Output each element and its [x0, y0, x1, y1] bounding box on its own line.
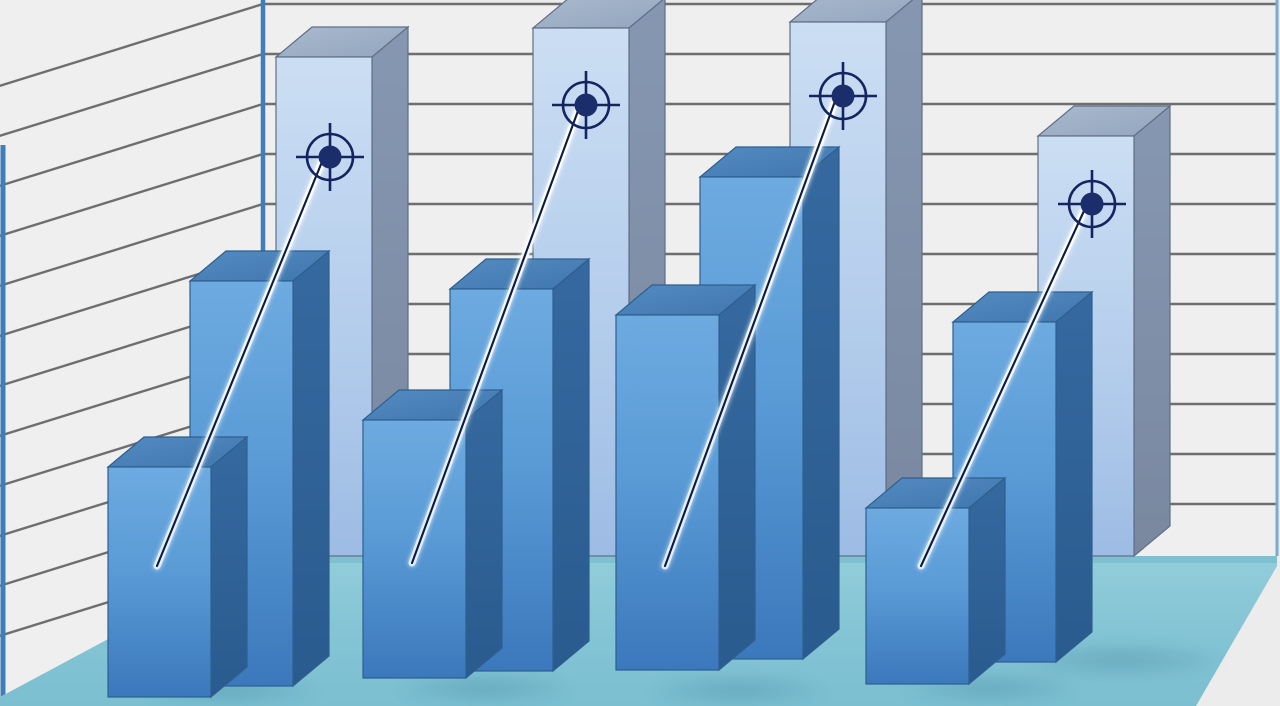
- front-bar-3[interactable]: [361, 388, 504, 680]
- arrow-core: [663, 91, 840, 568]
- bar-front-face: [865, 507, 970, 685]
- bar-side-face: [968, 476, 1006, 686]
- arrow-4: [917, 196, 1093, 570]
- target-marker-group: [296, 62, 1126, 238]
- target-bullseye: [1080, 192, 1104, 216]
- bar-side-face: [885, 0, 923, 558]
- left-wall-gridline: [0, 202, 263, 406]
- arrow-core: [155, 150, 328, 568]
- left-wall-gridline: [0, 352, 263, 556]
- target-icon[interactable]: [552, 71, 620, 139]
- front-bar-1[interactable]: [106, 435, 249, 699]
- target-icon[interactable]: [1058, 170, 1126, 238]
- arrow-core: [919, 198, 1091, 568]
- bar-side-face: [552, 257, 590, 673]
- left-wall-gridline: [0, 52, 263, 256]
- bar-front-face: [107, 466, 212, 698]
- arrow-group: [153, 89, 1093, 570]
- left-wall-gridline: [0, 152, 263, 356]
- front-bar-7[interactable]: [864, 476, 1007, 686]
- target-outer-ring: [818, 71, 868, 121]
- target-outer-ring: [561, 80, 611, 130]
- bar-side-face: [1055, 290, 1093, 664]
- left-wall-gridline: [0, 102, 263, 306]
- target-icon[interactable]: [296, 123, 364, 191]
- bar-side-face: [1133, 104, 1171, 558]
- bar-side-face: [802, 145, 840, 661]
- bar-side-face: [465, 388, 503, 680]
- left-wall-gridline: [0, 2, 263, 206]
- bar-front-face: [615, 314, 720, 671]
- arrow-core: [410, 98, 584, 565]
- left-wall-gridline: [0, 252, 263, 456]
- front-bar-group: [106, 283, 1007, 699]
- left-wall-gridline: [0, 302, 263, 506]
- bar-side-face: [210, 435, 248, 699]
- front-bar-5[interactable]: [614, 283, 757, 672]
- target-bullseye: [318, 145, 342, 169]
- arrow-2: [408, 96, 586, 567]
- target-outer-ring: [305, 132, 355, 182]
- target-icon[interactable]: [809, 62, 877, 130]
- target-outer-ring: [1067, 179, 1117, 229]
- arrow-3: [661, 89, 842, 570]
- target-bullseye: [831, 84, 855, 108]
- bar-side-face: [292, 249, 330, 688]
- target-bullseye: [574, 93, 598, 117]
- arrow-1: [153, 148, 330, 570]
